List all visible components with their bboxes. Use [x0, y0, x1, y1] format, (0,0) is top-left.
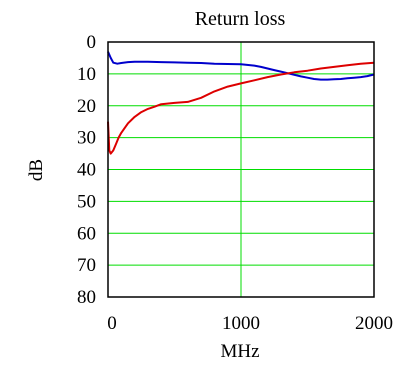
- chart-title: Return loss: [195, 8, 286, 30]
- x-tick-label: 0: [107, 313, 117, 334]
- y-tick-label: 70: [77, 255, 96, 276]
- y-tick-label: 60: [77, 223, 96, 244]
- y-tick-label: 80: [77, 287, 96, 308]
- y-tick-label: 10: [77, 64, 96, 85]
- y-tick-label: 20: [77, 96, 96, 117]
- plot-frame: [107, 41, 375, 298]
- y-tick-labels: 0 10 20 30 40 50 60 70 80: [77, 32, 96, 308]
- grid: [108, 42, 374, 297]
- y-tick-label: 40: [77, 160, 96, 181]
- y-axis-label: dB: [26, 159, 47, 181]
- series-line-2: [107, 61, 375, 155]
- x-tick-labels: 0 1000 2000: [107, 313, 393, 334]
- series-group: [107, 51, 375, 155]
- y-tick-label: 0: [87, 32, 97, 53]
- x-tick-label: 2000: [355, 313, 393, 334]
- x-axis-label: MHz: [220, 341, 259, 362]
- series-line-1: [107, 51, 375, 81]
- x-tick-label: 1000: [222, 313, 260, 334]
- y-tick-label: 50: [77, 191, 96, 212]
- y-tick-label: 30: [77, 128, 96, 149]
